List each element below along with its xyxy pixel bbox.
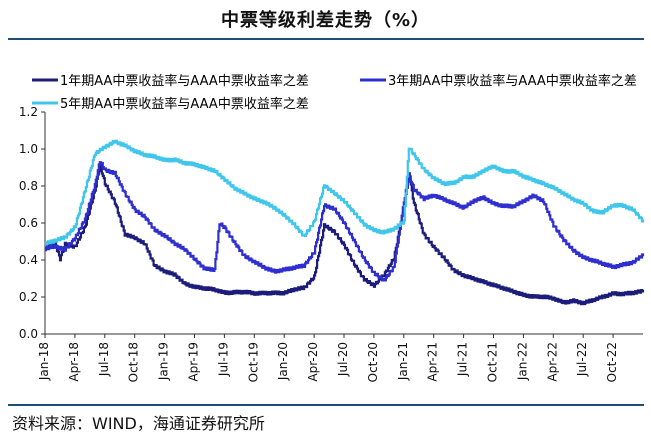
x-tick-label: Apr-22 xyxy=(545,342,559,382)
legend: 1年期AA中票收益率与AAA中票收益率之差 3年期AA中票收益率与AAA中票收益… xyxy=(32,73,637,112)
y-tick-label: 0.8 xyxy=(19,179,38,193)
legend-label-3: 5年期AA中票收益率与AAA中票收益率之差 xyxy=(60,96,309,112)
x-tick-label: Jul-20 xyxy=(336,342,350,377)
x-tick-label: Jan-18 xyxy=(37,342,51,381)
x-tick-label: Jul-19 xyxy=(216,342,230,377)
y-tick-label: 0.4 xyxy=(19,253,38,267)
series-line-2 xyxy=(44,161,645,282)
y-tick-label: 0.6 xyxy=(19,216,38,230)
line-chart: 1年期AA中票收益率与AAA中票收益率之差 3年期AA中票收益率与AAA中票收益… xyxy=(19,73,645,382)
source-note: 资料来源：WIND，海通证券研究所 xyxy=(12,414,265,433)
chart-title: 中票等级利差走势（%） xyxy=(220,10,431,31)
x-tick-label: Apr-21 xyxy=(426,342,440,382)
x-tick-label: Jul-22 xyxy=(575,342,589,377)
y-tick-label: 1.0 xyxy=(19,142,38,156)
y-tick-label: 1.2 xyxy=(19,105,38,119)
x-tick-label: Apr-19 xyxy=(187,342,201,382)
series-line-3 xyxy=(44,139,645,246)
source-rule xyxy=(8,404,644,406)
legend-label-2: 3年期AA中票收益率与AAA中票收益率之差 xyxy=(388,73,637,89)
legend-label-1: 1年期AA中票收益率与AAA中票收益率之差 xyxy=(60,73,309,89)
x-tick-label: Jan-21 xyxy=(396,342,410,381)
x-tick-label: Oct-22 xyxy=(605,342,619,382)
series-line-1 xyxy=(44,162,645,306)
x-tick-label: Jul-18 xyxy=(97,342,111,377)
x-tick-label: Jan-19 xyxy=(157,342,171,381)
y-tick-label: 0.2 xyxy=(19,290,38,304)
x-tick-label: Oct-21 xyxy=(486,342,500,382)
x-tick-label: Oct-18 xyxy=(127,342,141,382)
x-tick-label: Jul-21 xyxy=(456,342,470,377)
title-rule xyxy=(8,38,644,40)
x-tick-label: Oct-19 xyxy=(246,342,260,382)
axes: 0.0 0.2 0.4 0.6 0.8 1.0 1.2 Jan-18 Apr-18 Jul-18 O… xyxy=(19,105,643,382)
y-tick-label: 0.0 xyxy=(19,327,38,341)
series-group xyxy=(44,139,645,306)
x-tick-label: Jan-20 xyxy=(276,342,290,381)
x-tick-label: Jan-22 xyxy=(515,342,529,381)
x-tick-label: Oct-20 xyxy=(366,342,380,382)
x-tick-label: Apr-18 xyxy=(67,342,81,382)
x-tick-label: Apr-20 xyxy=(306,342,320,382)
